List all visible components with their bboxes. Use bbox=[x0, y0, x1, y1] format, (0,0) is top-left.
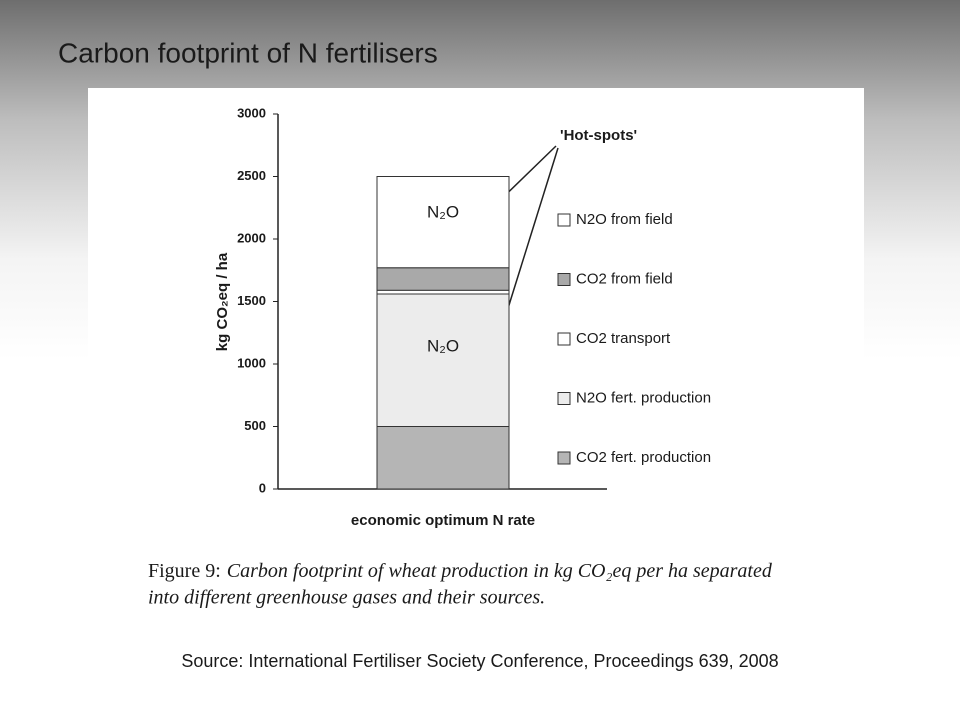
caption-label: Figure 9: bbox=[148, 560, 221, 582]
bar-segment bbox=[376, 293, 510, 427]
segment-label: N₂O bbox=[427, 336, 459, 355]
caption-text: Carbon footprint of wheat production in … bbox=[227, 560, 773, 582]
y-tick-label: 1500 bbox=[237, 293, 266, 308]
y-tick-label: 1000 bbox=[237, 355, 266, 370]
y-tick-label: 0 bbox=[259, 480, 266, 495]
legend-label: CO2 fert. production bbox=[576, 449, 711, 466]
bar-segment bbox=[376, 289, 510, 295]
y-tick-label: 3000 bbox=[237, 105, 266, 120]
bar-segment bbox=[376, 267, 510, 291]
bar-segment bbox=[376, 176, 510, 269]
bar-segment bbox=[376, 426, 510, 490]
caption-text: into different greenhouse gases and thei… bbox=[148, 587, 545, 609]
legend-swatch bbox=[557, 392, 571, 405]
y-axis-label: kg CO₂eq / ha bbox=[214, 252, 231, 351]
annotation: 'Hot-spots' bbox=[560, 127, 637, 144]
y-tick-label: 2500 bbox=[237, 168, 266, 183]
legend-swatch bbox=[557, 332, 571, 346]
caption: Figure 9: Carbon footprint of wheat produ… bbox=[148, 560, 773, 582]
y-tick-label: 2000 bbox=[237, 230, 266, 245]
legend-label: CO2 transport bbox=[576, 330, 671, 347]
legend-label: N2O fert. production bbox=[576, 389, 711, 406]
x-tick-label: economic optimum N rate bbox=[351, 512, 535, 529]
legend-label: N2O from field bbox=[576, 211, 673, 228]
legend-swatch bbox=[557, 213, 571, 227]
legend-swatch bbox=[557, 451, 571, 465]
segment-label: N₂O bbox=[427, 202, 459, 221]
source: Source: International Fertiliser Society… bbox=[181, 651, 778, 671]
y-tick-label: 500 bbox=[244, 418, 266, 433]
slide-title: Carbon footprint of N fertilisers bbox=[58, 37, 438, 68]
legend-swatch bbox=[557, 273, 571, 286]
legend-label: CO2 from field bbox=[576, 270, 673, 287]
